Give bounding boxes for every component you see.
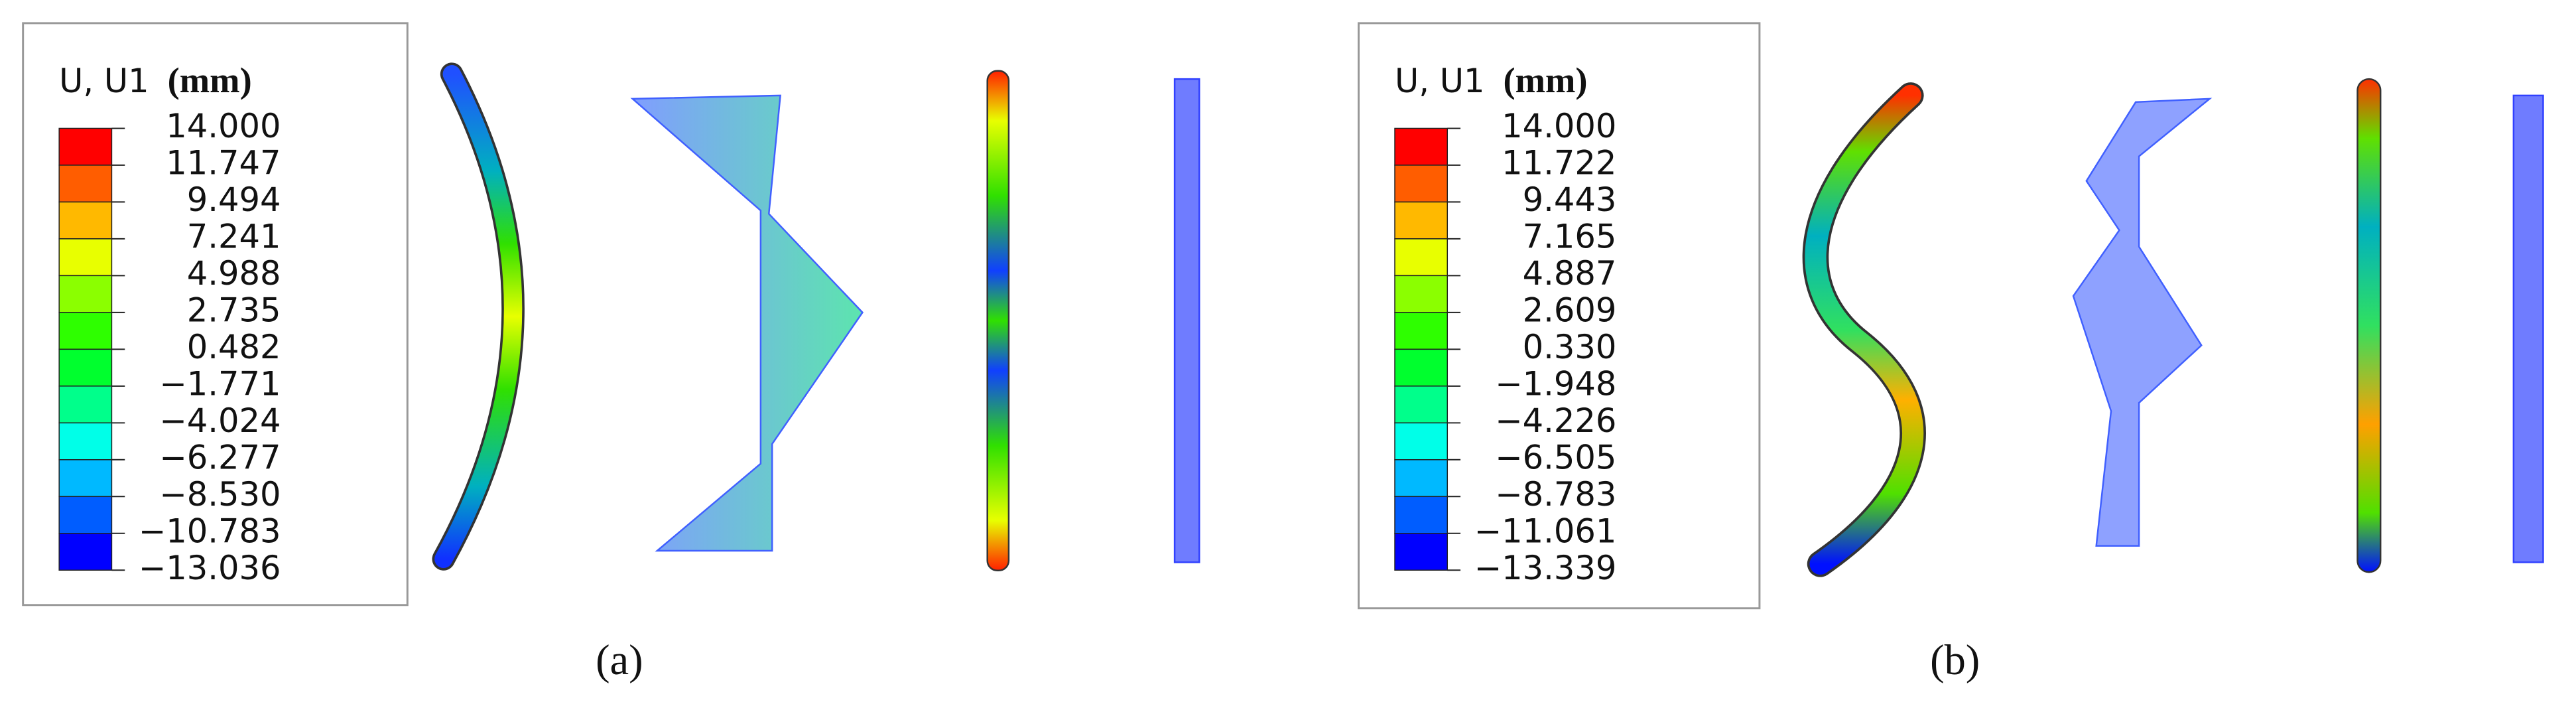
legend-title: U, U1 bbox=[59, 62, 149, 100]
legend-swatch bbox=[58, 459, 113, 498]
legend-swatch bbox=[1394, 496, 1449, 534]
legend-swatch bbox=[58, 386, 113, 424]
legend-value: −6.505 bbox=[1495, 438, 1616, 476]
legend-swatch bbox=[58, 496, 113, 534]
legend-unit: (mm) bbox=[168, 60, 252, 100]
legend-swatch bbox=[1394, 275, 1449, 313]
mesh-view bbox=[2512, 94, 2544, 563]
legend-value: 14.000 bbox=[1502, 107, 1616, 145]
legend-value: −6.277 bbox=[159, 438, 281, 476]
legend-value: 4.988 bbox=[187, 254, 281, 293]
mesh-view bbox=[2072, 98, 2213, 547]
legend-value: −13.339 bbox=[1474, 549, 1617, 587]
legend-value: 11.722 bbox=[1502, 143, 1616, 182]
deformed-beam bbox=[434, 65, 523, 569]
legend-swatch bbox=[1394, 422, 1449, 461]
legend-value: 9.443 bbox=[1523, 180, 1617, 219]
legend-value: −1.771 bbox=[159, 364, 281, 403]
mesh-view bbox=[630, 94, 864, 552]
legend-value: 7.241 bbox=[187, 217, 281, 255]
legend-value: −4.024 bbox=[159, 401, 281, 440]
legend-swatch bbox=[58, 348, 113, 387]
legend-swatch bbox=[58, 127, 113, 166]
panel-label: (a) bbox=[596, 636, 643, 683]
legend-value: −8.783 bbox=[1495, 475, 1616, 514]
legend-swatch bbox=[1394, 165, 1449, 203]
deformed-beam bbox=[1805, 84, 1924, 575]
legend-swatch bbox=[58, 422, 113, 461]
legend-value: 4.887 bbox=[1523, 254, 1617, 293]
legend-value: −13.036 bbox=[139, 549, 281, 587]
legend-swatch bbox=[1394, 238, 1449, 277]
legend-swatch bbox=[1394, 533, 1449, 571]
panel-label: (b) bbox=[1930, 636, 1980, 683]
legend-swatch bbox=[58, 165, 113, 203]
legend-value: 0.482 bbox=[187, 328, 281, 366]
legend-value: 7.165 bbox=[1523, 217, 1617, 255]
legend-value: −10.783 bbox=[139, 512, 281, 550]
legend-value: −1.948 bbox=[1495, 364, 1616, 403]
legend-value: 2.735 bbox=[187, 291, 281, 329]
legend-value: −4.226 bbox=[1495, 401, 1616, 440]
legend-swatch bbox=[58, 201, 113, 240]
legend-value: 2.609 bbox=[1523, 291, 1617, 329]
legend-swatch bbox=[58, 533, 113, 571]
legend-swatch bbox=[1394, 127, 1449, 166]
legend-value: −11.061 bbox=[1474, 512, 1617, 550]
legend-value: 11.747 bbox=[166, 143, 281, 182]
legend-swatch bbox=[58, 238, 113, 277]
legend-value: 0.330 bbox=[1523, 328, 1617, 366]
legend-swatch bbox=[58, 275, 113, 313]
legend-value: −8.530 bbox=[159, 475, 281, 514]
legend-title: U, U1 bbox=[1395, 62, 1485, 100]
legend-swatch bbox=[1394, 386, 1449, 424]
legend-value: 9.494 bbox=[187, 180, 281, 219]
straight-beam bbox=[2356, 78, 2382, 573]
legend-swatch bbox=[1394, 201, 1449, 240]
legend-unit: (mm) bbox=[1503, 60, 1587, 100]
legend-swatch bbox=[58, 312, 113, 350]
legend-swatch bbox=[1394, 312, 1449, 350]
straight-beam bbox=[986, 70, 1010, 571]
legend-swatch bbox=[1394, 348, 1449, 387]
mesh-view bbox=[1173, 78, 1200, 563]
legend-value: 14.000 bbox=[166, 107, 281, 145]
legend-swatch bbox=[1394, 459, 1449, 498]
